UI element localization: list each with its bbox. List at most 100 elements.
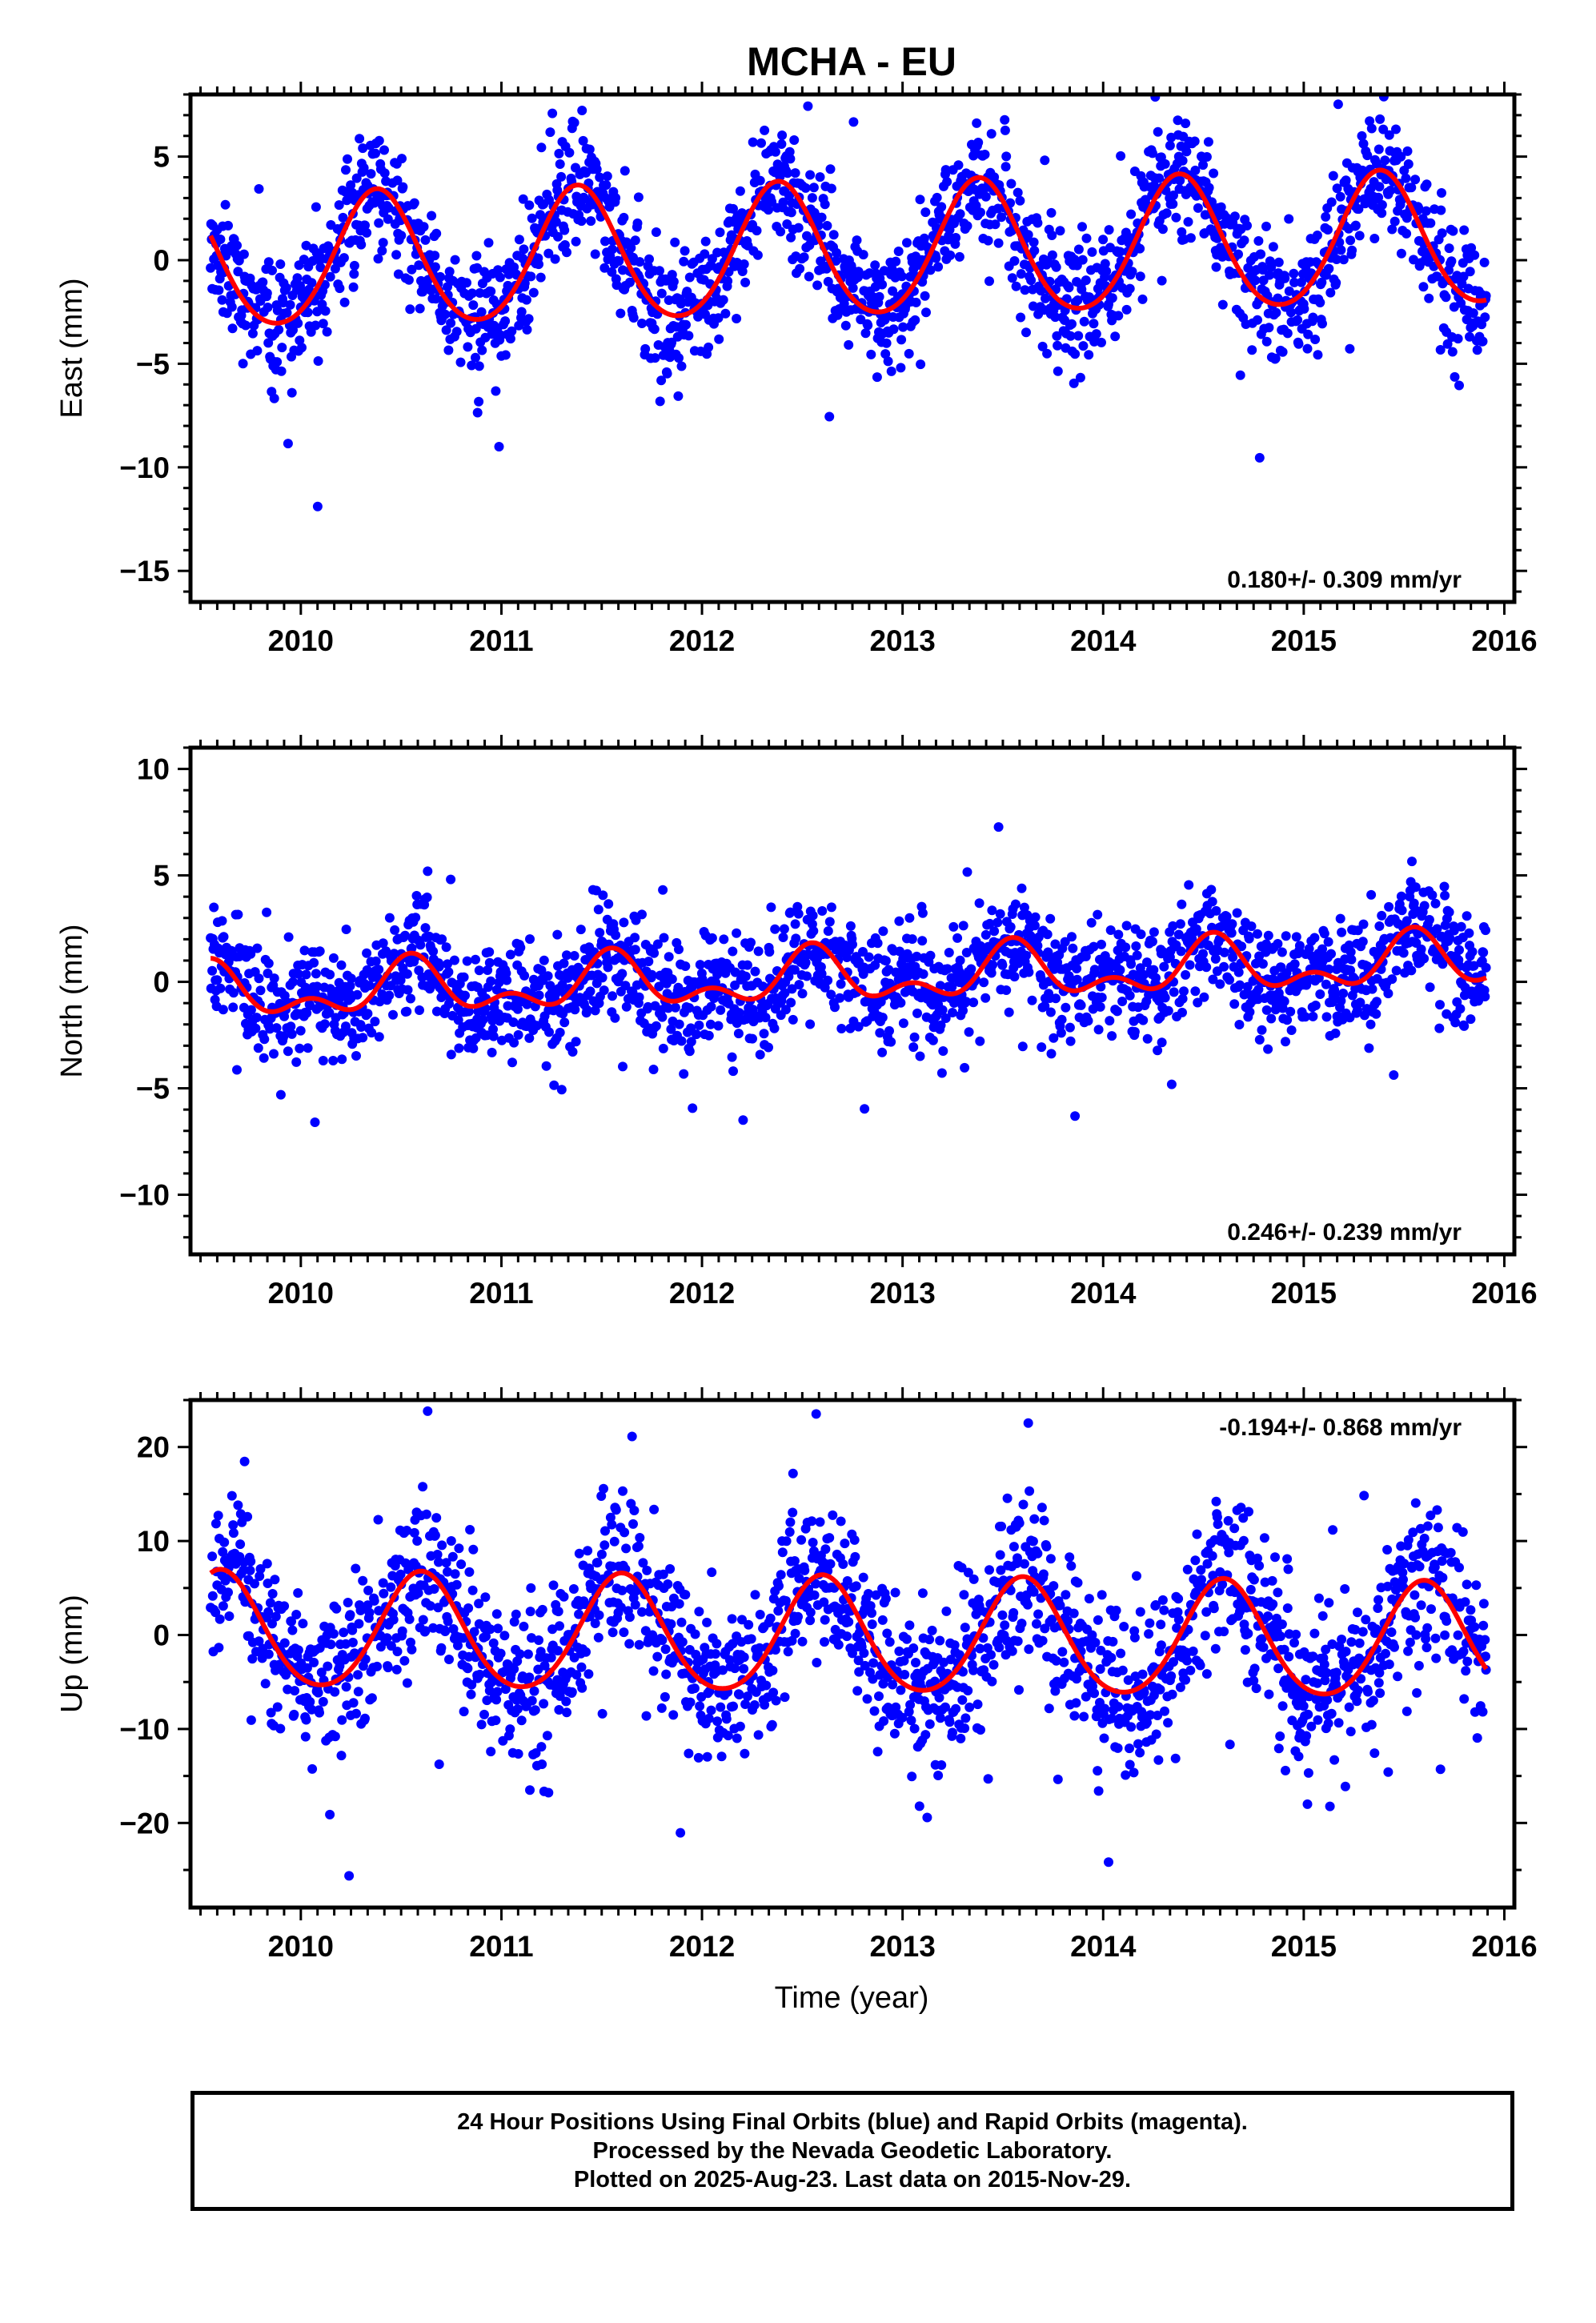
data-point bbox=[291, 1057, 302, 1067]
data-point bbox=[1250, 275, 1261, 286]
data-point bbox=[917, 936, 928, 946]
data-point bbox=[740, 277, 751, 287]
data-point bbox=[287, 1616, 296, 1627]
data-point bbox=[269, 973, 279, 984]
data-point bbox=[493, 1623, 503, 1634]
data-point bbox=[1052, 331, 1062, 341]
data-point bbox=[379, 145, 389, 155]
data-point bbox=[419, 222, 429, 232]
data-point bbox=[524, 200, 535, 211]
data-point bbox=[379, 1588, 389, 1599]
data-point bbox=[1261, 336, 1272, 347]
data-point bbox=[1338, 989, 1349, 998]
data-point bbox=[388, 1615, 399, 1625]
data-point bbox=[780, 988, 790, 998]
data-point bbox=[1434, 1023, 1445, 1033]
data-point bbox=[667, 974, 677, 985]
data-point bbox=[626, 243, 636, 253]
data-point bbox=[406, 993, 415, 1004]
data-point bbox=[1450, 1017, 1461, 1028]
data-point bbox=[1005, 922, 1016, 932]
data-point bbox=[302, 1663, 312, 1673]
data-point bbox=[984, 276, 994, 287]
data-point bbox=[880, 349, 891, 359]
data-point bbox=[732, 314, 742, 323]
data-point bbox=[275, 998, 285, 1009]
data-point bbox=[712, 1716, 723, 1727]
data-point bbox=[481, 1631, 491, 1642]
data-point bbox=[1235, 370, 1245, 380]
data-point bbox=[382, 1633, 392, 1643]
data-point bbox=[363, 1009, 373, 1019]
data-point bbox=[972, 118, 982, 128]
x-tick-label: 2011 bbox=[469, 1277, 533, 1310]
data-point bbox=[420, 923, 431, 933]
data-point bbox=[1384, 901, 1394, 912]
data-point bbox=[1047, 231, 1057, 240]
data-point bbox=[912, 1008, 922, 1018]
data-point bbox=[1467, 947, 1478, 957]
data-point bbox=[805, 170, 816, 180]
data-point bbox=[1268, 242, 1278, 252]
data-point bbox=[352, 989, 363, 1000]
data-point bbox=[397, 1626, 407, 1636]
data-point bbox=[823, 926, 833, 937]
data-point bbox=[733, 1029, 744, 1039]
data-point bbox=[464, 1567, 475, 1577]
data-point bbox=[728, 1701, 738, 1711]
data-point bbox=[596, 1549, 607, 1559]
data-point bbox=[787, 984, 797, 994]
data-point bbox=[935, 981, 945, 991]
data-point bbox=[347, 1625, 358, 1635]
data-point bbox=[468, 1544, 479, 1555]
data-point bbox=[688, 1103, 698, 1113]
data-point bbox=[339, 253, 349, 263]
data-point bbox=[1432, 271, 1442, 282]
data-point bbox=[638, 1558, 648, 1568]
data-point bbox=[1117, 997, 1128, 1006]
data-point bbox=[1284, 286, 1294, 296]
data-point bbox=[326, 1639, 336, 1650]
data-point bbox=[621, 1543, 632, 1554]
data-point bbox=[259, 1053, 269, 1063]
data-point bbox=[960, 1062, 970, 1073]
data-point bbox=[353, 1670, 363, 1680]
data-point bbox=[677, 1637, 688, 1647]
data-point bbox=[488, 1024, 498, 1034]
data-point bbox=[274, 324, 284, 335]
data-point bbox=[1050, 312, 1061, 323]
y-tick-label: −10 bbox=[119, 451, 170, 484]
data-point bbox=[293, 1645, 303, 1655]
data-point bbox=[619, 1627, 629, 1638]
data-point bbox=[270, 1575, 280, 1585]
data-point bbox=[441, 942, 451, 953]
data-point bbox=[706, 1001, 716, 1012]
data-point bbox=[650, 353, 660, 363]
data-point bbox=[360, 220, 370, 231]
data-point bbox=[559, 1591, 569, 1602]
data-point bbox=[374, 218, 384, 228]
data-point bbox=[456, 1559, 467, 1570]
data-point bbox=[1100, 259, 1110, 269]
data-point bbox=[652, 1651, 663, 1662]
data-point bbox=[1001, 151, 1012, 162]
data-point bbox=[443, 1567, 452, 1577]
data-point bbox=[713, 313, 724, 323]
data-point bbox=[309, 1657, 319, 1667]
data-point bbox=[1126, 959, 1137, 969]
data-point bbox=[541, 1061, 551, 1071]
data-point bbox=[797, 989, 808, 999]
data-point bbox=[1113, 929, 1124, 940]
data-point bbox=[910, 315, 920, 325]
data-point bbox=[444, 267, 455, 277]
data-point bbox=[665, 1564, 676, 1574]
data-point bbox=[1478, 336, 1488, 347]
data-point bbox=[1407, 857, 1417, 867]
data-point bbox=[428, 946, 439, 957]
data-point bbox=[877, 1013, 888, 1023]
y-tick-label: 0 bbox=[153, 244, 170, 277]
data-point bbox=[1221, 212, 1231, 223]
data-point bbox=[624, 1612, 635, 1623]
data-point bbox=[1402, 916, 1412, 926]
data-point bbox=[251, 1013, 262, 1023]
